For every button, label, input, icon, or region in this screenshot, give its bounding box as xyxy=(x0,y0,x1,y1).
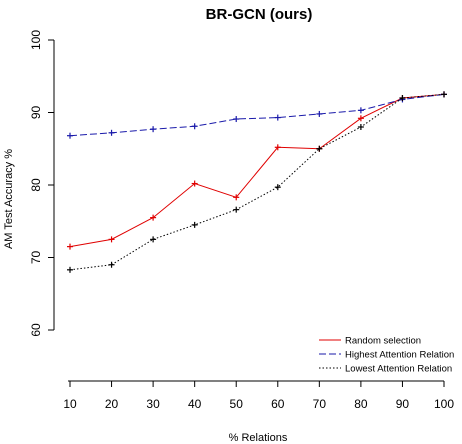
x-axis-ticks: 10 20 30 40 50 60 70 80 90 100 xyxy=(63,381,454,411)
y-axis-ticks: 60 70 80 90 100 xyxy=(29,30,54,337)
legend-entry: Lowest Attention Relation xyxy=(319,364,452,375)
legend-label: Random selection xyxy=(345,336,421,347)
y-tick-label: 100 xyxy=(29,30,43,50)
data-point xyxy=(108,236,115,243)
data-point xyxy=(191,123,198,130)
legend-label: Lowest Attention Relation xyxy=(345,364,452,375)
data-point xyxy=(108,129,115,136)
series-line xyxy=(69,93,445,248)
x-tick-label: 60 xyxy=(271,397,285,411)
data-point xyxy=(357,124,364,130)
data-point xyxy=(441,91,447,98)
x-tick-label: 100 xyxy=(434,397,454,411)
data-point xyxy=(233,116,240,123)
x-tick-label: 50 xyxy=(230,397,244,411)
data-point xyxy=(108,261,115,268)
series-line xyxy=(69,93,445,271)
y-tick-label: 80 xyxy=(29,178,43,192)
data-point xyxy=(67,266,73,273)
data-point xyxy=(150,214,157,221)
x-tick-label: 70 xyxy=(313,397,327,411)
data-point xyxy=(67,132,73,139)
data-point xyxy=(233,206,240,213)
legend: Random selection Highest Attention Relati… xyxy=(319,336,454,375)
data-point xyxy=(274,144,281,151)
y-tick-label: 60 xyxy=(29,323,43,337)
y-axis-label: AM Test Accuracy % xyxy=(3,149,15,249)
data-point xyxy=(357,115,364,122)
data-point xyxy=(191,180,198,187)
x-tick-label: 10 xyxy=(63,397,77,411)
x-tick-label: 30 xyxy=(146,397,160,411)
legend-entry: Highest Attention Relation xyxy=(319,350,454,361)
data-point xyxy=(274,184,281,191)
data-point xyxy=(316,145,323,152)
data-point xyxy=(357,107,364,114)
data-point xyxy=(191,221,198,228)
x-tick-label: 40 xyxy=(188,397,202,411)
data-point xyxy=(399,95,406,101)
data-point xyxy=(316,110,323,117)
data-point xyxy=(67,243,73,250)
x-tick-label: 80 xyxy=(354,397,368,411)
y-tick-label: 70 xyxy=(29,251,43,265)
data-point xyxy=(233,194,240,201)
legend-entry: Random selection xyxy=(319,336,421,347)
x-axis-label: % Relations xyxy=(229,432,288,444)
y-tick-label: 90 xyxy=(29,106,43,120)
series-layer xyxy=(67,91,447,273)
x-tick-label: 90 xyxy=(396,397,410,411)
chart-title: BR-GCN (ours) xyxy=(206,6,313,23)
legend-label: Highest Attention Relation xyxy=(345,350,454,361)
series-line xyxy=(69,93,445,137)
data-point xyxy=(150,236,157,243)
data-point xyxy=(150,126,157,133)
data-point xyxy=(274,114,281,121)
x-tick-label: 20 xyxy=(105,397,119,411)
